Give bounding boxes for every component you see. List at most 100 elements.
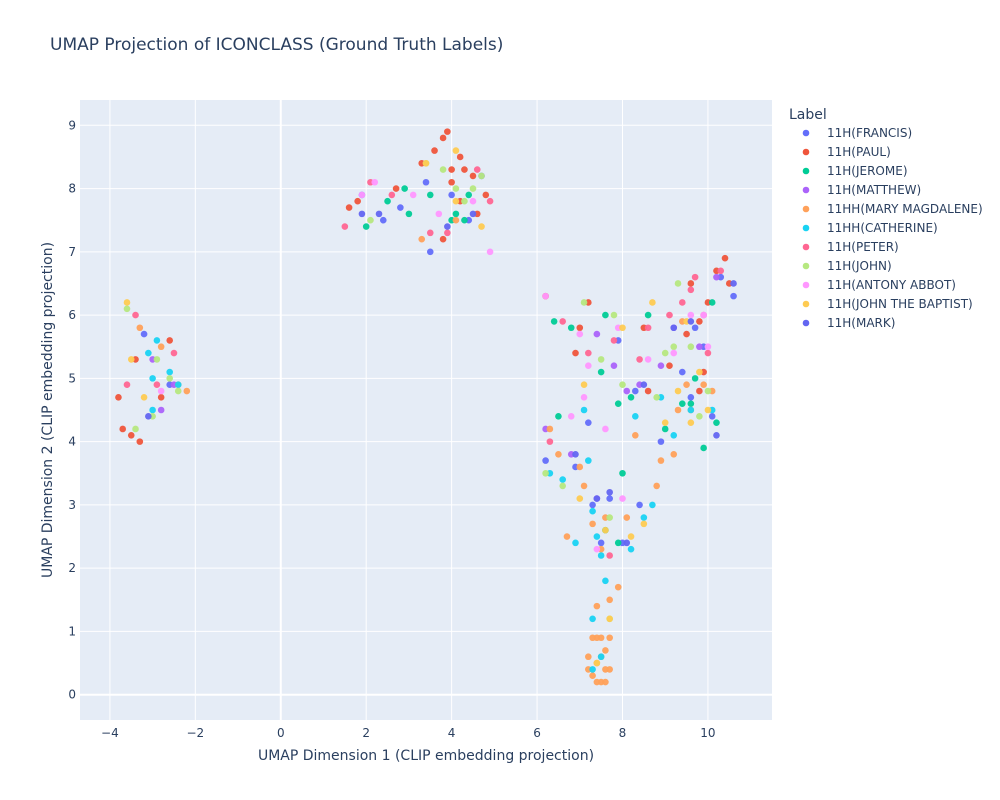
legend-marker — [802, 186, 810, 194]
data-point — [580, 381, 588, 388]
y-tick-label: 5 — [68, 371, 76, 385]
data-point — [593, 533, 601, 540]
data-point — [683, 381, 690, 388]
data-point — [670, 343, 678, 351]
data-point — [602, 577, 609, 585]
data-point — [614, 400, 622, 407]
data-point — [627, 394, 635, 401]
data-point — [439, 166, 447, 173]
legend-item[interactable]: 11H(PETER) — [802, 240, 899, 254]
data-point — [580, 406, 588, 414]
legend-item[interactable]: 11H(ANTONY ABBOT) — [802, 278, 956, 292]
x-tick-label: 4 — [448, 726, 456, 740]
data-point — [550, 318, 558, 325]
data-point — [486, 197, 494, 205]
data-point — [397, 204, 404, 211]
data-point — [580, 394, 588, 401]
data-point — [687, 311, 695, 319]
data-point — [700, 444, 707, 452]
data-point — [431, 147, 438, 154]
data-point — [704, 387, 712, 395]
legend-item[interactable]: 11H(MARK) — [802, 316, 896, 330]
data-point — [469, 172, 477, 180]
data-point — [644, 324, 652, 332]
data-point — [623, 514, 631, 521]
data-point — [563, 533, 571, 540]
data-point — [708, 413, 716, 420]
data-point — [589, 634, 596, 642]
legend-item[interactable]: 11H(JOHN) — [802, 259, 892, 273]
data-point — [174, 387, 182, 395]
data-point — [661, 419, 669, 426]
data-point — [115, 394, 122, 401]
data-point — [572, 539, 579, 547]
data-point — [461, 197, 468, 205]
data-point — [644, 387, 652, 395]
data-point — [636, 356, 643, 363]
data-point — [657, 362, 665, 370]
data-point — [730, 292, 737, 300]
data-point — [401, 185, 408, 192]
legend-marker — [802, 148, 810, 156]
legend-label: 11H(FRANCIS) — [827, 126, 912, 140]
data-point — [606, 666, 613, 673]
series-points — [136, 216, 716, 686]
data-point — [602, 526, 609, 534]
data-point — [597, 539, 605, 547]
legend-label: 11H(MATTHEW) — [827, 183, 921, 197]
data-point — [136, 438, 144, 445]
x-axis-title: UMAP Dimension 1 (CLIP embedding project… — [258, 748, 594, 764]
legend[interactable]: Label 11H(FRANCIS) 11H(PAUL) 11H(JEROME) 11… — [789, 107, 983, 330]
data-point — [379, 216, 387, 224]
legend-label: 11HH(CATHERINE) — [827, 221, 938, 235]
data-point — [166, 368, 174, 376]
data-point — [140, 330, 148, 338]
data-point — [546, 438, 554, 445]
data-point — [371, 178, 379, 186]
data-point — [478, 172, 485, 180]
data-point — [559, 482, 566, 490]
data-point — [153, 337, 161, 344]
data-point — [123, 305, 131, 313]
data-point — [691, 273, 699, 281]
data-point — [140, 394, 148, 401]
data-point — [585, 419, 592, 426]
y-tick-label: 3 — [68, 498, 76, 512]
data-point — [696, 387, 703, 395]
data-point — [610, 337, 618, 344]
data-point — [619, 381, 626, 388]
legend-item[interactable]: 11HH(MARY MAGDALENE) — [802, 202, 983, 216]
legend-item[interactable]: 11H(PAUL) — [802, 145, 891, 159]
data-point — [730, 280, 737, 287]
legend-label: 11H(MARK) — [827, 316, 895, 330]
data-point — [589, 672, 596, 680]
data-point — [606, 488, 613, 496]
data-point — [670, 450, 678, 458]
legend-item[interactable]: 11H(FRANCIS) — [802, 126, 912, 140]
legend-title: Label — [789, 107, 827, 123]
data-point — [478, 223, 485, 230]
y-tick-label: 7 — [68, 245, 76, 259]
data-point — [444, 223, 451, 230]
data-point — [145, 349, 152, 357]
data-point — [674, 406, 682, 414]
data-point — [670, 349, 678, 357]
data-point — [358, 191, 366, 199]
legend-item[interactable]: 11H(JOHN THE BAPTIST) — [802, 297, 973, 311]
data-point — [166, 337, 174, 344]
data-point — [687, 280, 695, 287]
data-point — [119, 425, 127, 433]
data-point — [696, 318, 703, 325]
data-point — [606, 495, 613, 502]
data-point — [649, 501, 656, 509]
data-point — [606, 514, 613, 521]
legend-item[interactable]: 11H(JEROME) — [802, 164, 908, 178]
legend-item[interactable]: 11H(MATTHEW) — [802, 183, 922, 197]
data-point — [452, 197, 460, 205]
data-point — [461, 216, 468, 224]
legend-item[interactable]: 11HH(CATHERINE) — [802, 221, 938, 235]
data-point — [636, 501, 643, 509]
data-point — [593, 545, 601, 553]
